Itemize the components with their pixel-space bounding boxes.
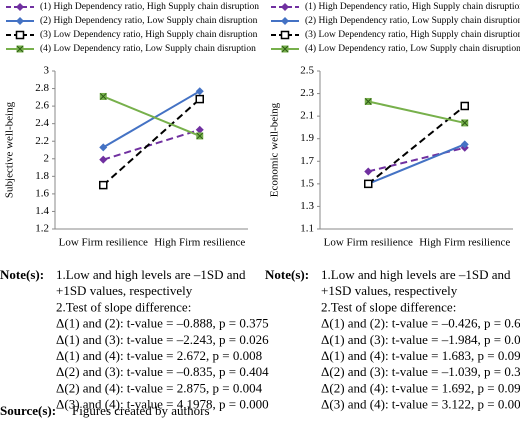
y-tick-label: 1.6 [35, 187, 49, 199]
y-tick-label: 1.2 [35, 223, 49, 235]
y-tick-label: 2.8 [35, 82, 49, 94]
source-label: Source(s): [0, 403, 56, 418]
marker [195, 87, 204, 96]
legend-label: (1) High Dependency ratio, High Supply c… [40, 1, 259, 12]
note-line: Δ(3) and (4): t-value = 4.1978, p = 0.00… [56, 397, 269, 412]
marker-star [196, 132, 204, 140]
y-tick-label: 2.6 [35, 100, 49, 112]
x-tick-label: High Firm resilience [154, 237, 245, 249]
marker [16, 3, 24, 11]
marker-star [461, 119, 469, 127]
y-axis-label: Economic well-being [269, 102, 281, 197]
marker-star [364, 98, 372, 105]
y-tick-label: 1.4 [35, 205, 49, 217]
note-line: 1.Low and high levels are –1SD and [321, 267, 511, 282]
legend-label: (4) Low Dependency ratio, Low Supply cha… [40, 43, 256, 54]
source-text: Figures created by authors [72, 403, 210, 418]
note-line: Δ(1) and (2): t-value = –0.426, p = 0.67… [321, 316, 520, 331]
y-tick-label: 2.3 [300, 87, 314, 99]
marker [195, 94, 204, 104]
note-line: 2.Test of slope difference: [56, 299, 191, 314]
marker [99, 143, 108, 152]
y-tick-label: 1.7 [300, 155, 314, 167]
legend-label: (3) Low Dependency ratio, High Supply ch… [305, 29, 520, 40]
note-line: Δ(1) and (2): t-value = –0.888, p = 0.37… [56, 316, 269, 331]
y-tick-label: 3 [44, 65, 50, 77]
series-line [368, 100, 465, 124]
x-tick-label: Low Firm resilience [324, 237, 413, 249]
y-tick-label: 2.4 [35, 117, 49, 129]
marker [281, 17, 289, 25]
marker [195, 125, 204, 134]
note-line: Δ(2) and (3): t-value = –0.835, p = 0.40… [56, 364, 269, 379]
y-tick-label: 1.8 [35, 170, 49, 182]
note-line: +1SD values, respectively [321, 283, 458, 298]
x-tick-label: High Firm resilience [419, 237, 510, 249]
y-tick-label: 1.5 [300, 177, 314, 189]
note-line: Δ(1) and (3): t-value = –1.984, p = 0.04… [321, 332, 520, 347]
marker [280, 30, 290, 40]
y-tick-label: 2.1 [300, 110, 314, 122]
y-tick-label: 2.5 [300, 65, 314, 77]
marker [460, 140, 469, 149]
y-tick-label: 1.9 [300, 132, 314, 144]
note-line: Δ(1) and (4): t-value = 1.683, p = 0.093 [321, 348, 520, 363]
note-line: Δ(2) and (4): t-value = 2.875, p = 0.004 [56, 380, 263, 395]
x-tick-label: Low Firm resilience [59, 237, 148, 249]
note-line: Δ(1) and (4): t-value = 2.672, p = 0.008 [56, 348, 262, 363]
legend-label: (3) Low Dependency ratio, High Supply ch… [40, 29, 258, 40]
marker [364, 179, 373, 189]
note-line: 2.Test of slope difference: [321, 299, 456, 314]
note-line: +1SD values, respectively [56, 283, 193, 298]
marker [16, 17, 24, 25]
legend-label: (2) High Dependency ratio, Low Supply ch… [305, 15, 520, 26]
series-line [102, 98, 201, 186]
series-line [367, 143, 466, 185]
marker-star [281, 45, 289, 53]
y-tick-label: 1.3 [300, 200, 314, 212]
legend-label: (1) High Dependency ratio, High Supply c… [305, 1, 520, 12]
marker-star [99, 93, 107, 100]
marker [281, 3, 289, 11]
y-tick-label: 2.2 [35, 135, 49, 147]
note-label: Note(s): [265, 267, 309, 282]
y-tick-label: 2 [44, 152, 50, 164]
marker [99, 180, 108, 190]
note-label: Note(s): [0, 267, 44, 282]
legend-label: (4) Low Dependency ratio, Low Supply cha… [305, 43, 520, 54]
y-tick-label: 1.1 [300, 223, 314, 235]
y-axis-label: Subjective well-being [4, 101, 16, 198]
marker [15, 30, 25, 40]
marker-star [16, 45, 24, 53]
marker [99, 155, 108, 164]
note-line: Δ(1) and (3): t-value = –2.243, p = 0.02… [56, 332, 269, 347]
note-line: Δ(2) and (3): t-value = –1.039, p = 0.30… [321, 364, 520, 379]
marker [364, 167, 373, 176]
series-line [367, 105, 466, 185]
note-line: 1.Low and high levels are –1SD and [56, 267, 246, 282]
marker [460, 101, 469, 111]
legend-label: (2) High Dependency ratio, Low Supply ch… [40, 15, 258, 26]
note-line: Δ(2) and (4): t-value = 1.692, p = 0.092 [321, 380, 520, 395]
series-line [102, 128, 201, 161]
series-line [102, 90, 201, 149]
series-line [102, 95, 201, 137]
note-line: Δ(3) and (4): t-value = 3.122, p = 0.002 [321, 397, 520, 412]
